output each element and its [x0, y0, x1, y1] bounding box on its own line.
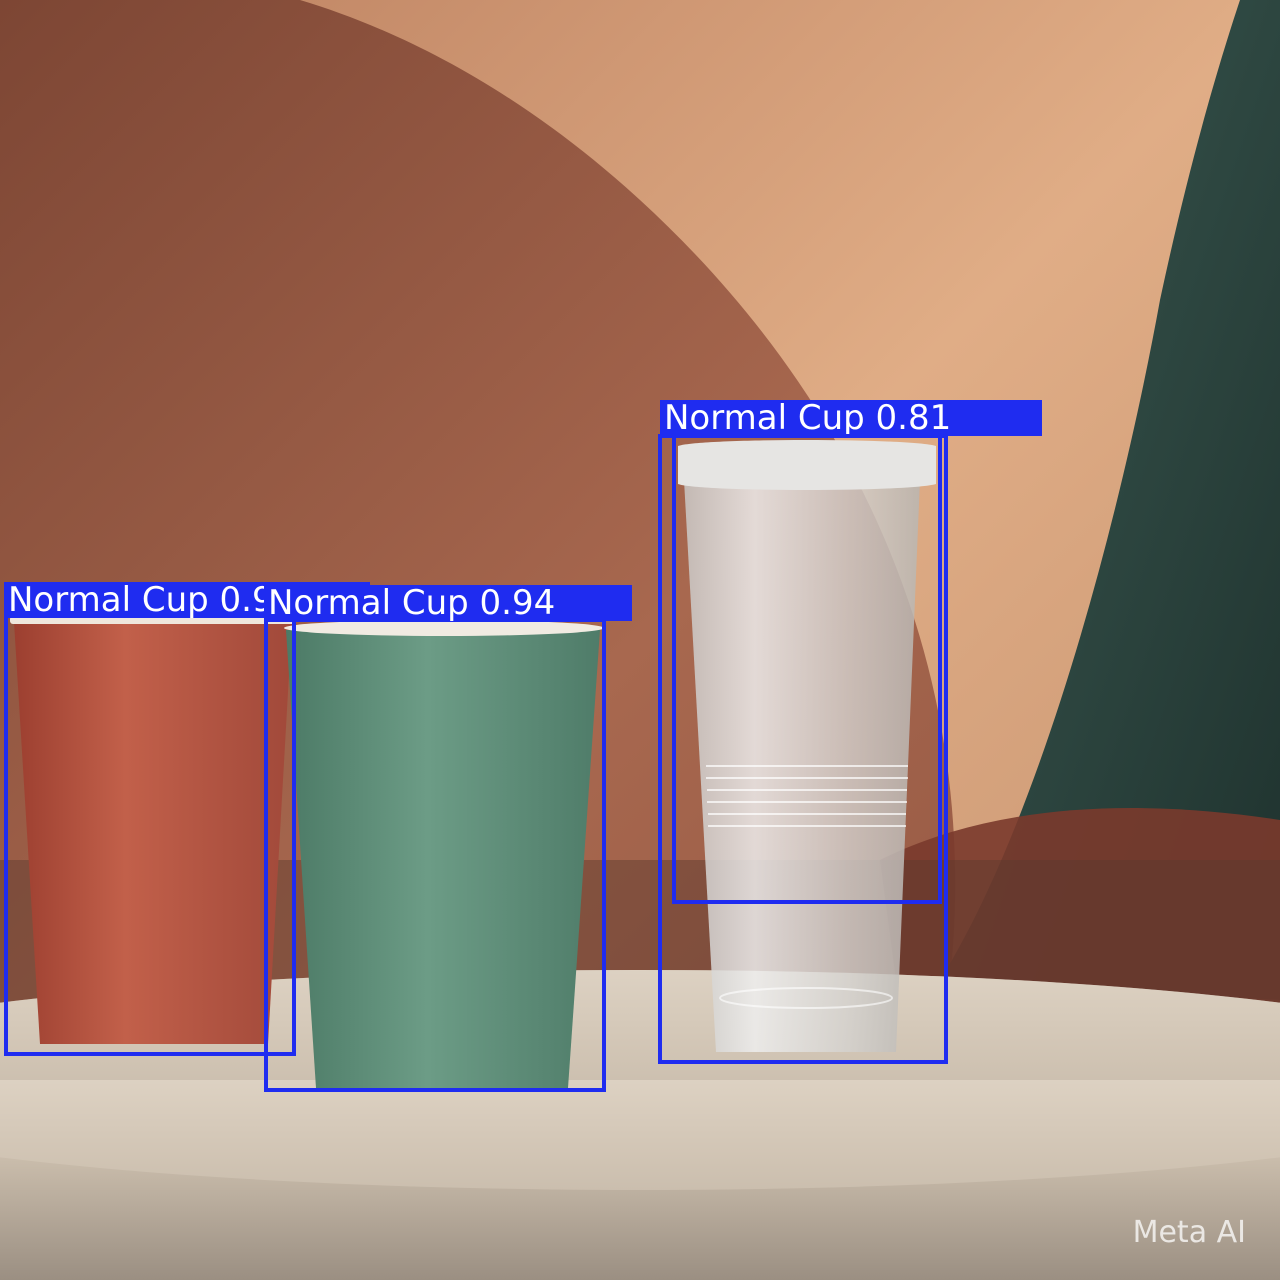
detection-box-clear-cup-inner — [672, 434, 942, 904]
watermark: Meta AI — [1132, 1215, 1246, 1250]
detection-box-green-cup — [264, 618, 606, 1092]
detection-label-clear-cup: Normal Cup 0.81 — [660, 400, 1042, 436]
detection-box-red-cup — [4, 614, 296, 1056]
detection-label-green-cup: Normal Cup 0.94 — [264, 585, 632, 621]
